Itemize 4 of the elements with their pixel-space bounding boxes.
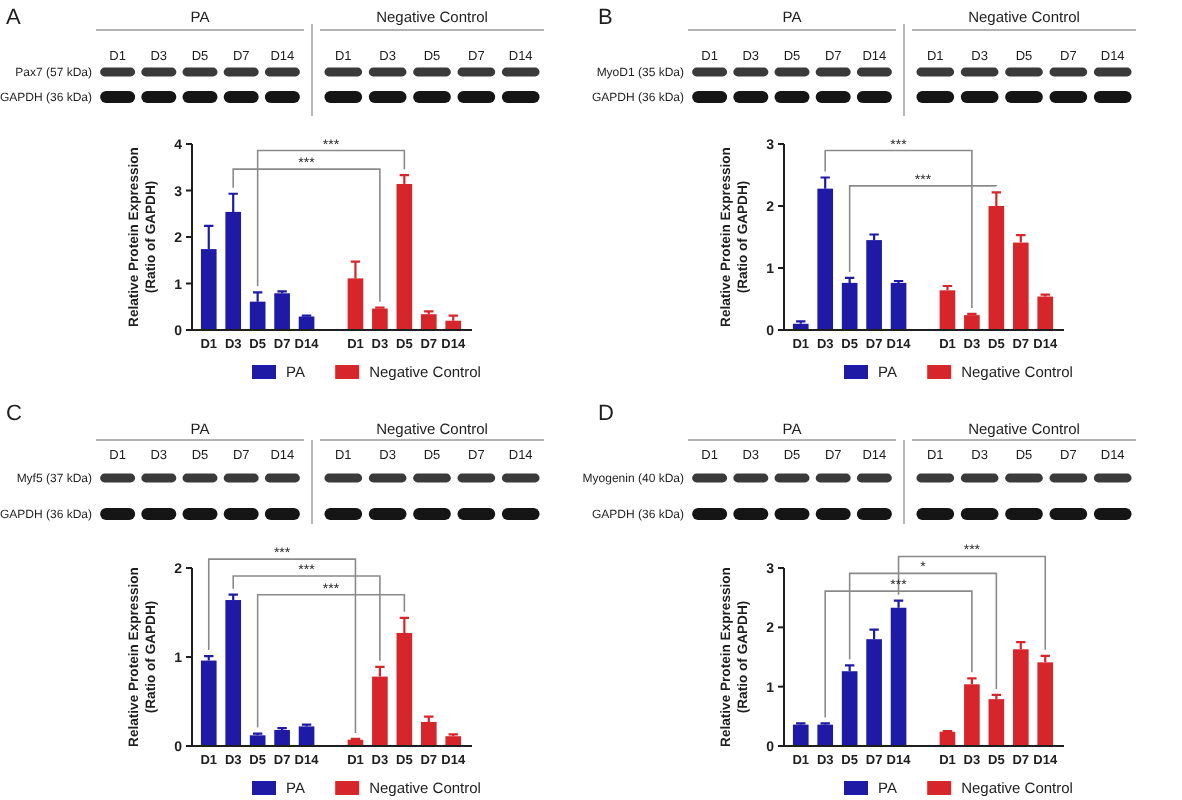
text: A — [6, 6, 22, 30]
text: B — [598, 6, 613, 30]
text: D — [598, 402, 614, 426]
text: C — [6, 402, 22, 426]
